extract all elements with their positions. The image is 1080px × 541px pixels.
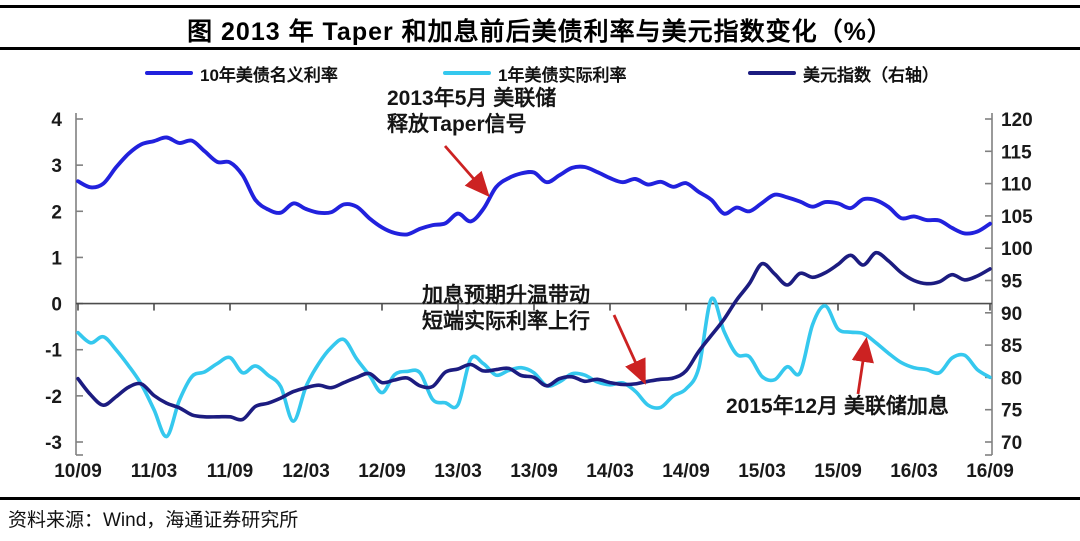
series-layer — [76, 135, 992, 439]
x-tick-label: 11/09 — [207, 461, 254, 482]
y-right-tick-label: 115 — [1001, 142, 1032, 163]
bottom-divider — [0, 497, 1080, 500]
annotation-hike-expectation: 加息预期升温带动 短端实际利率上行 — [422, 283, 590, 335]
x-tick-label: 11/03 — [131, 461, 178, 482]
y-right-tick-label: 90 — [1001, 304, 1022, 325]
rate-hike-annotation-arrow — [851, 336, 874, 395]
y-right-tick-label: 110 — [1001, 175, 1032, 196]
y-right-tick-label: 80 — [1001, 368, 1022, 389]
x-tick-label: 14/03 — [586, 461, 634, 482]
y-left-tick-label: 2 — [51, 202, 62, 223]
title-divider — [0, 47, 1080, 50]
y-left-tick-label: -3 — [45, 433, 62, 454]
legend-label-10y-nominal: 10年美债名义利率 — [200, 65, 338, 85]
y-left-tick-label: 1 — [51, 248, 62, 269]
y-right-tick-label: 70 — [1001, 433, 1022, 454]
y-left-tick-label: -2 — [45, 387, 62, 408]
legend-swatch-usd-index — [748, 71, 796, 75]
annotation-taper-line2: 释放Taper信号 — [387, 113, 527, 136]
series-10y-nominal-line — [76, 135, 992, 237]
y-left-tick-label: 0 — [51, 295, 62, 316]
y-right-tick-label: 100 — [1001, 239, 1033, 260]
x-tick-label: 12/09 — [358, 461, 406, 482]
y-right-tick-label: 105 — [1001, 207, 1033, 228]
x-tick-label: 15/09 — [814, 461, 862, 482]
series-usd-index-line — [76, 250, 992, 422]
annotation-hike-expectation-line2: 短端实际利率上行 — [422, 310, 590, 333]
legend-item-10y-nominal: 10年美债名义利率 — [145, 63, 338, 85]
x-tick-label: 14/09 — [662, 461, 710, 482]
x-tick-label: 12/03 — [282, 461, 330, 482]
y-right-tick-label: 75 — [1001, 401, 1023, 422]
y-left-tick-label: 3 — [51, 156, 62, 177]
x-tick-label: 16/09 — [966, 461, 1014, 482]
annotation-hike-expectation-line1: 加息预期升温带动 — [422, 284, 590, 307]
legend-label-1y-real: 1年美债实际利率 — [498, 65, 627, 85]
chart-title: 图 2013 年 Taper 和加息前后美债利率与美元指数变化（%） — [187, 18, 893, 46]
axes — [75, 113, 993, 456]
annotation-taper-line1: 2013年5月 美联储 — [387, 87, 557, 110]
x-tick-label: 13/09 — [510, 461, 558, 482]
x-tick-label: 10/09 — [54, 461, 102, 482]
annotation-taper-signal: 2013年5月 美联储 释放Taper信号 — [387, 86, 556, 138]
series-1y-real-line — [76, 296, 992, 439]
hike-expectation-annotation-arrow — [612, 314, 646, 385]
x-tick-label: 16/03 — [890, 461, 938, 482]
axis-labels: 4 3 2 1 0 -1 -2 -3 120 115 110 105 100 95 90 85 80 75 70 10… — [45, 110, 1033, 482]
legend-item-1y-real: 1年美债实际利率 — [443, 63, 627, 85]
x-tick-label: 15/03 — [738, 461, 786, 482]
x-tick-label: 13/03 — [434, 461, 482, 482]
legend-swatch-1y-real — [443, 71, 491, 75]
taper-annotation-arrow — [443, 145, 490, 198]
top-divider — [0, 5, 1080, 8]
legend-item-usd-index: 美元指数（右轴） — [748, 63, 939, 85]
legend-label-usd-index: 美元指数（右轴） — [803, 65, 939, 85]
y-left-tick-label: 4 — [51, 110, 62, 131]
annotation-rate-hike: 2015年12月 美联储加息 — [726, 395, 949, 418]
y-right-tick-label: 85 — [1001, 336, 1023, 357]
zero-axis — [76, 302, 992, 311]
legend-swatch-10y-nominal — [145, 71, 193, 75]
y-left-tick-label: -1 — [45, 341, 62, 362]
y-right-tick-label: 95 — [1001, 272, 1023, 293]
data-source-note: 资料来源：Wind，海通证券研究所 — [8, 510, 299, 531]
annotation-arrows — [443, 145, 874, 395]
y-right-tick-label: 120 — [1001, 110, 1033, 131]
